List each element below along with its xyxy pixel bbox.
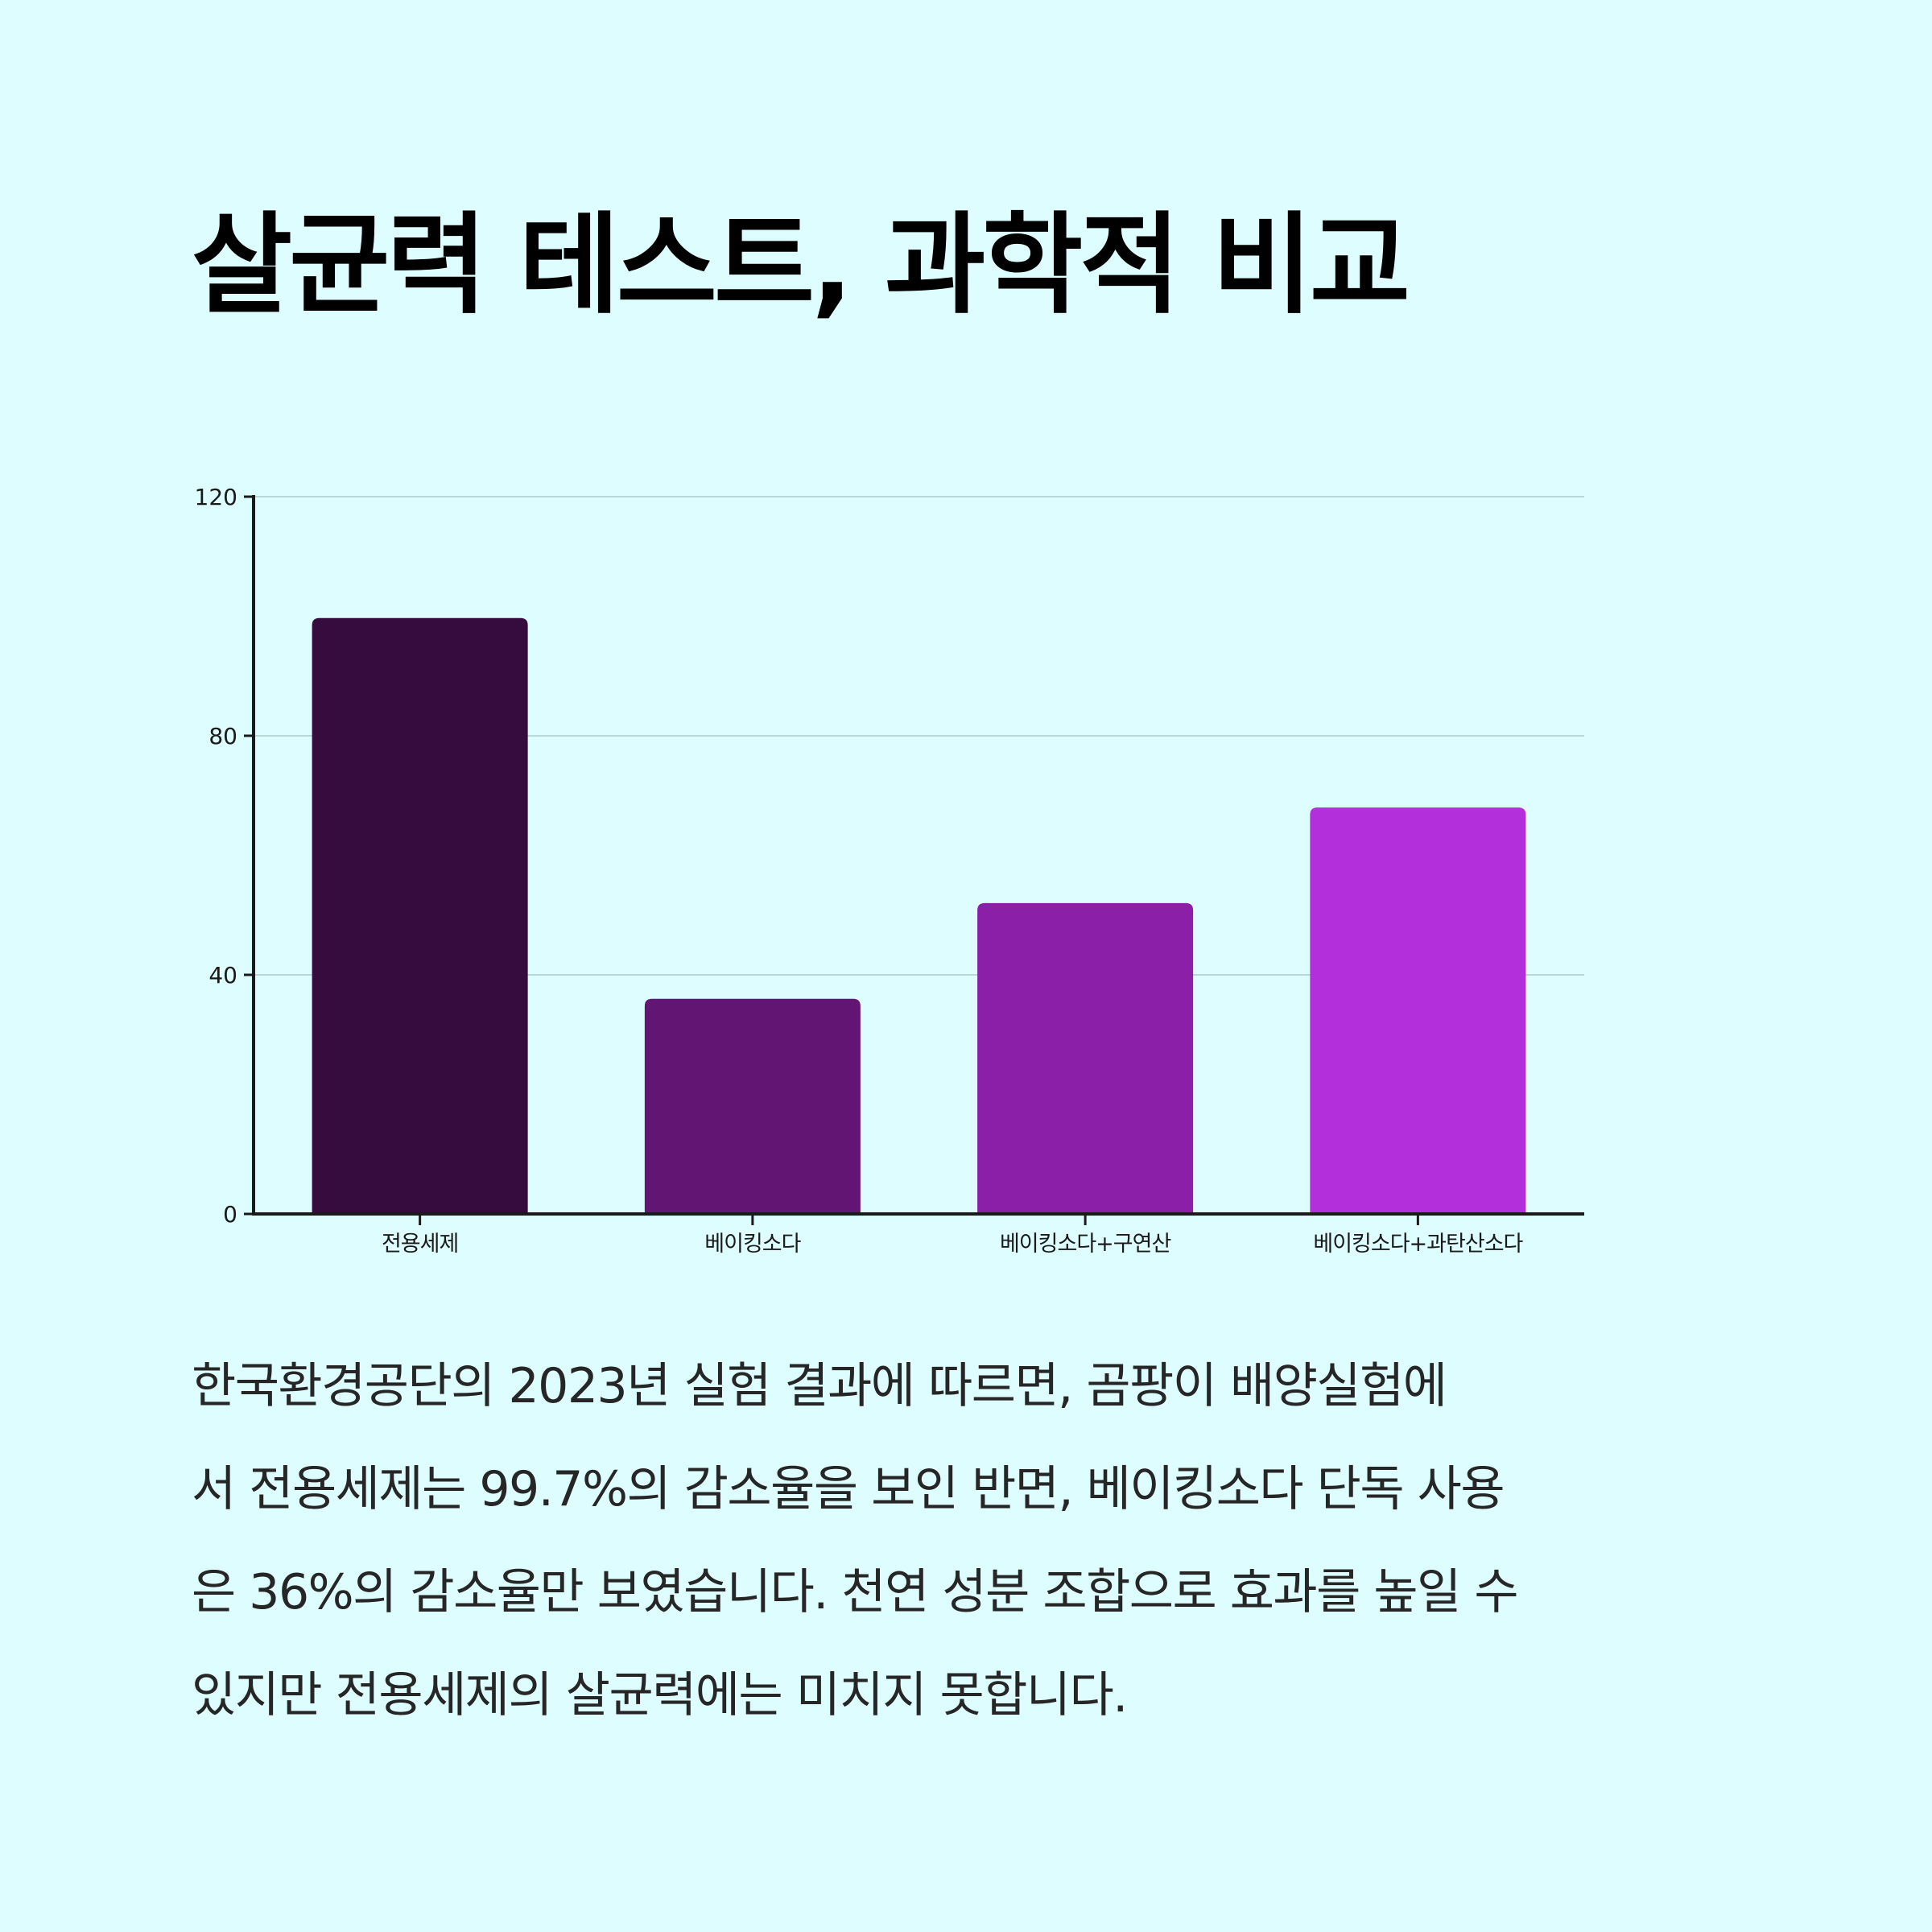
tick-labels: 0 40 80 120 전용세제 베이킹소다 베이킹소다+구연산 베이킹소다+과탄산소다 — [195, 484, 1525, 1257]
description-line-1: 한국환경공단의 2023년 실험 결과에 따르면, 곰팡이 배양실험에 — [192, 1358, 1447, 1414]
bar-3 — [977, 902, 1194, 1214]
bars — [312, 617, 1526, 1214]
bar-4 — [1310, 807, 1526, 1214]
description-line-3: 은 36%의 감소율만 보였습니다. 천연 성분 조합으로 효과를 높일 수 — [192, 1564, 1519, 1620]
x-tick-label-3: 베이킹소다+구연산 — [1000, 1232, 1171, 1257]
bar-2 — [644, 998, 861, 1214]
page-title: 살균력 테스트, 과학적 비교 — [192, 202, 1410, 329]
y-tick-label-0: 0 — [223, 1201, 237, 1228]
description-line-4: 있지만 전용세제의 살균력에는 미치지 못합니다. — [192, 1667, 1128, 1724]
description-text: 한국환경공단의 2023년 실험 결과에 따르면, 곰팡이 배양실험에 서 전용… — [192, 1335, 1745, 1747]
y-tick-label-40: 40 — [208, 962, 237, 989]
x-tick-label-2: 베이킹소다 — [704, 1232, 801, 1257]
x-tick-label-1: 전용세제 — [382, 1232, 458, 1257]
y-tick-label-120: 120 — [195, 484, 237, 510]
axes — [244, 495, 1584, 1225]
bar-1 — [312, 617, 528, 1214]
y-tick-label-80: 80 — [208, 723, 237, 749]
description-line-2: 서 전용세제는 99.7%의 감소율을 보인 반면, 베이킹소다 단독 사용 — [192, 1461, 1505, 1517]
x-tick-label-4: 베이킹소다+과탄산소다 — [1313, 1232, 1523, 1257]
